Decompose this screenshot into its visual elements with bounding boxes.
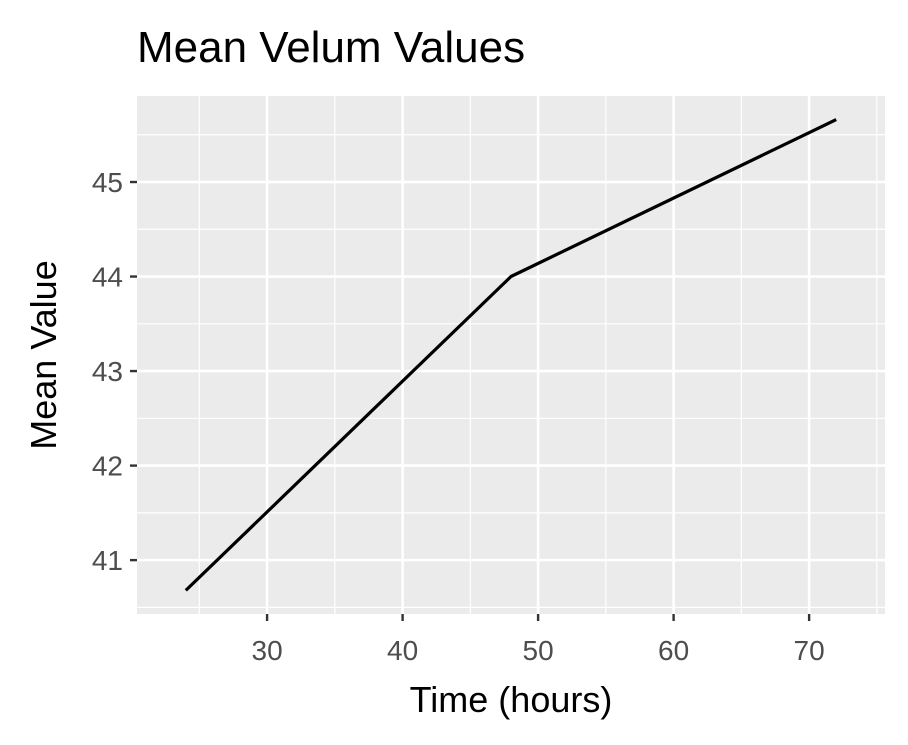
y-tick-label: 41 — [92, 545, 123, 576]
y-axis: 41 42 43 44 45 — [92, 167, 137, 576]
y-tick-label: 42 — [92, 451, 123, 482]
x-axis-title: Time (hours) — [410, 679, 613, 720]
y-tick-label: 45 — [92, 167, 123, 198]
major-gridlines — [137, 96, 885, 614]
x-axis: 30 40 50 60 70 — [252, 614, 825, 666]
x-tick-label: 70 — [794, 635, 825, 666]
x-tick-label: 60 — [658, 635, 689, 666]
y-tick-label: 43 — [92, 356, 123, 387]
series-line — [184, 118, 837, 592]
x-tick-label: 30 — [252, 635, 283, 666]
y-tick-label: 44 — [92, 262, 123, 293]
x-tick-label: 40 — [387, 635, 418, 666]
plot-panel — [137, 96, 885, 614]
y-axis-title: Mean Value — [23, 260, 64, 449]
series-layer — [184, 118, 837, 592]
chart-title: Mean Velum Values — [137, 23, 525, 72]
x-tick-label: 50 — [523, 635, 554, 666]
